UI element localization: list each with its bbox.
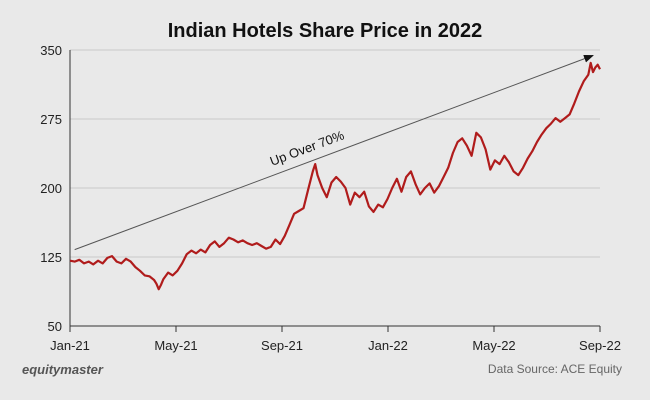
y-tick-label: 200 — [40, 181, 62, 196]
chart-title: Indian Hotels Share Price in 2022 — [167, 20, 483, 42]
x-tick-label: May-21 — [154, 338, 197, 353]
brand-logo: equitymaster — [22, 362, 103, 377]
annotation-arrow — [74, 54, 594, 251]
x-tick-label: Jan-22 — [368, 338, 408, 353]
x-tick-label: May-22 — [472, 338, 515, 353]
gridlines — [70, 49, 600, 258]
series-layer — [69, 61, 601, 291]
annotation-layer: Up Over 70% — [74, 54, 594, 251]
y-tick-label: 50 — [48, 319, 62, 334]
x-tick-label: Jan-21 — [50, 338, 90, 353]
axes: 50 125 200 275 350 Jan-21 May-21 Sep-21 Jan-22 Ma… — [40, 43, 621, 353]
y-tick-label: 125 — [40, 250, 62, 265]
y-tick-label: 275 — [40, 112, 62, 127]
x-tick-label: Sep-22 — [579, 338, 621, 353]
y-tick-label: 350 — [40, 43, 62, 58]
x-tick-label: Sep-21 — [261, 338, 303, 353]
data-source: Data Source: ACE Equity — [487, 362, 622, 376]
series-line — [69, 61, 601, 291]
